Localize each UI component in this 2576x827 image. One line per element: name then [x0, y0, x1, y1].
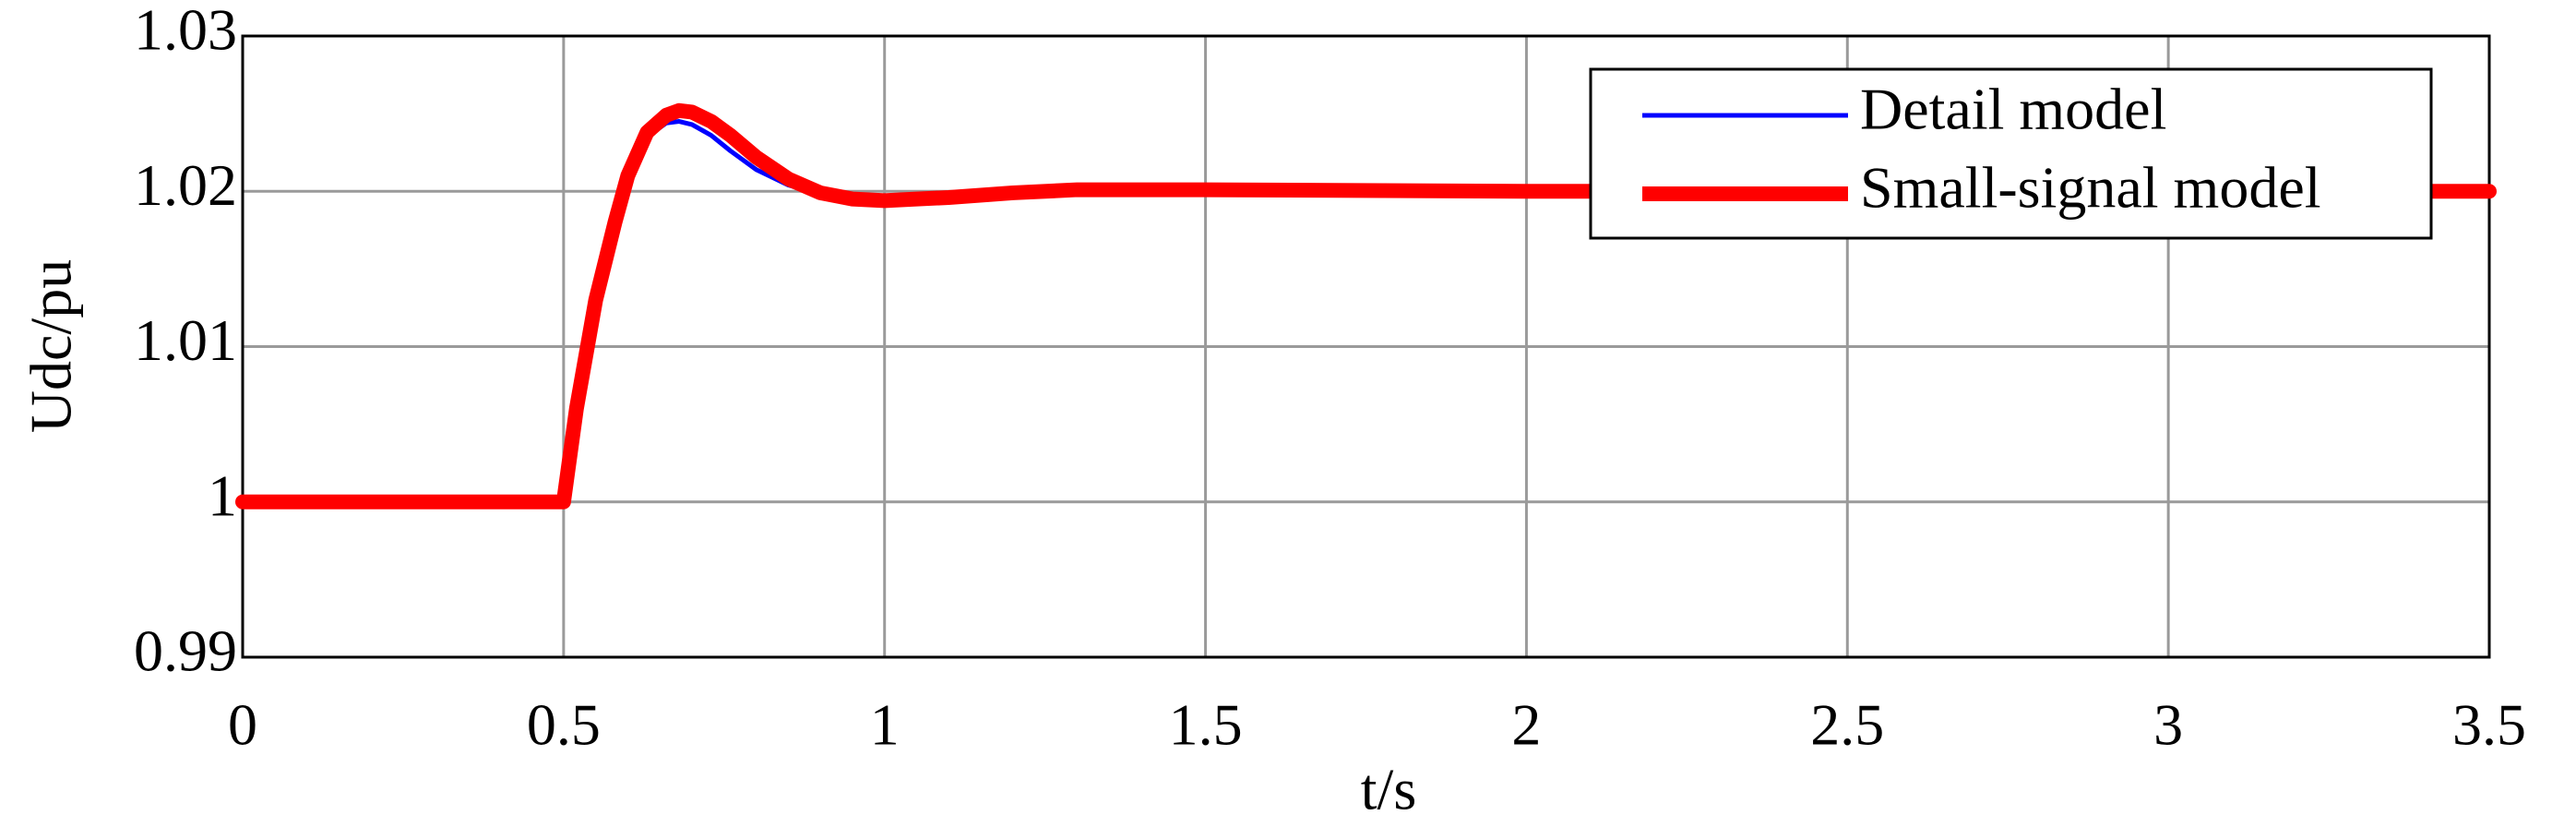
legend-label: Small-signal model — [1860, 155, 2321, 221]
x-tick-label: 1 — [870, 692, 900, 758]
y-tick-label: 1.01 — [134, 307, 237, 373]
y-tick-label: 1 — [208, 462, 237, 528]
line-series — [235, 102, 2497, 509]
y-tick-label: 1.03 — [134, 0, 237, 63]
x-tick-label: 0.5 — [527, 692, 601, 758]
x-tick-label: 2.5 — [1810, 692, 1884, 758]
y-tick-label: 0.99 — [134, 618, 237, 684]
x-axis-label: t/s — [1361, 757, 1416, 822]
x-tick-label: 2 — [1511, 692, 1541, 758]
x-tick-label: 3 — [2153, 692, 2183, 758]
x-tick-label: 1.5 — [1169, 692, 1243, 758]
plot-frame — [241, 34, 2491, 659]
x-tick-label: 0 — [228, 692, 257, 758]
y-axis-label: Udc/pu — [18, 259, 84, 433]
legend-label: Detail model — [1860, 77, 2166, 142]
legend-box — [1589, 67, 2433, 240]
x-tick-label: 3.5 — [2452, 692, 2526, 758]
y-tick-label: 1.02 — [134, 152, 237, 218]
